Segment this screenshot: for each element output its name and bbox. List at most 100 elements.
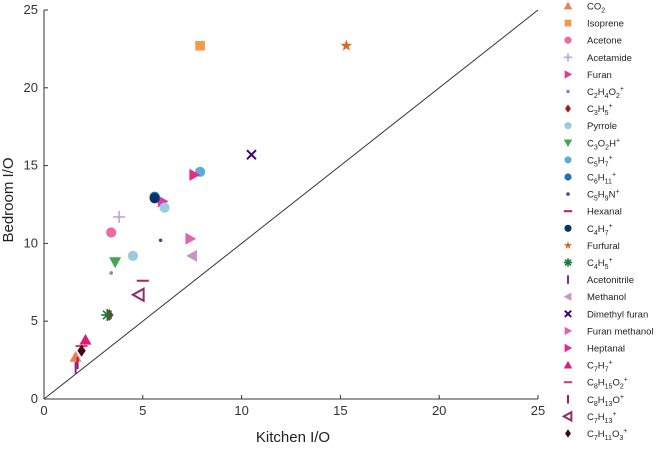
legend-label: C3O2H+ — [587, 137, 620, 151]
legend-marker — [564, 156, 572, 164]
legend-item: CO2 — [563, 1, 605, 15]
data-point — [195, 40, 205, 51]
legend-marker — [563, 1, 573, 10]
legend-label: Methanol — [587, 292, 626, 303]
legend-marker — [564, 70, 573, 79]
legend-marker — [563, 53, 573, 62]
legend-item: C3H5+ — [565, 103, 613, 117]
legend-marker — [566, 89, 570, 94]
legend-item: Acetone — [564, 36, 622, 47]
legend-label: Furfural — [587, 241, 620, 252]
legend-label: C7H13+ — [587, 411, 617, 425]
legend-item: C5H7+ — [564, 154, 613, 168]
data-point — [340, 39, 353, 51]
legend-item: Heptanal — [564, 343, 625, 355]
x-tick-label: 20 — [432, 403, 446, 418]
data-point — [79, 333, 92, 345]
legend-label: Acetamide — [587, 53, 632, 64]
data-point — [106, 227, 117, 238]
legend-label: C8H13O+ — [587, 394, 624, 408]
data-point — [186, 249, 197, 262]
legend-marker — [564, 241, 572, 249]
legend-item: Furan methanol — [564, 326, 654, 337]
legend-item: C3O2H+ — [563, 137, 620, 151]
legend-label: Acetonitrile — [587, 275, 634, 286]
data-point — [189, 168, 201, 181]
x-tick-label: 15 — [333, 403, 347, 418]
y-tick-label: 15 — [24, 158, 38, 173]
x-tick-label: 25 — [531, 403, 545, 418]
data-point — [113, 210, 126, 223]
legend-label: Isoprene — [587, 19, 624, 30]
data-point — [127, 250, 139, 261]
legend-item: Furan — [564, 70, 612, 81]
y-tick-label: 20 — [24, 80, 38, 95]
plot-area — [43, 9, 539, 400]
data-point — [130, 287, 145, 303]
legend-marker — [565, 104, 571, 113]
data-point — [246, 149, 257, 160]
data-point — [158, 238, 163, 243]
legend-marker — [563, 360, 573, 369]
legend-marker — [564, 122, 572, 130]
legend-item: Methanol — [563, 292, 626, 303]
legend-marker — [564, 309, 572, 318]
legend-label: C2H4O2+ — [587, 86, 624, 100]
legend-label: C7H7+ — [587, 360, 613, 374]
legend-label: Dimethyl furan — [587, 309, 648, 320]
legend-label: C4H5+ — [587, 257, 613, 271]
legend-item: Isoprene — [564, 19, 624, 30]
legend-label: Acetone — [587, 36, 622, 47]
legend-marker — [563, 292, 572, 301]
legend-item: Acetonitrile — [567, 275, 634, 286]
legend-marker — [566, 192, 570, 196]
reference-line-y-equals-x — [43, 9, 539, 400]
x-axis-label: Kitchen I/O — [256, 429, 330, 446]
axes: 0 5 10 15 20 25 0 5 10 15 20 25 — [24, 2, 546, 418]
legend-label: Heptanal — [587, 344, 625, 355]
legend-item: C5H9N+ — [566, 189, 620, 203]
legend-item: C2H4O2+ — [566, 86, 624, 100]
data-point — [69, 350, 82, 362]
legend-label: C4H7+ — [587, 223, 613, 237]
legend-label: C5H7+ — [587, 154, 613, 168]
y-tick-label: 0 — [31, 391, 38, 406]
legend-label: Hexanal — [587, 207, 622, 218]
legend-item: C6H11+ — [564, 172, 616, 186]
y-tick-label: 10 — [24, 235, 38, 250]
data-point — [109, 271, 113, 275]
legend-marker — [564, 19, 572, 27]
legend-marker — [563, 139, 573, 147]
y-tick-label: 5 — [31, 313, 38, 328]
legend-label: Pyrrole — [587, 121, 617, 132]
legend-item: C7H11O3+ — [565, 428, 627, 442]
legend-marker — [564, 173, 572, 181]
y-axis-label: Bedroom I/O — [0, 157, 17, 242]
legend-label: CO2 — [587, 2, 605, 15]
legend-marker — [563, 258, 573, 267]
legend-item: C8H13O+ — [567, 394, 624, 408]
legend-item: C7H13+ — [561, 410, 617, 425]
legend-item: C8H15O2+ — [563, 377, 628, 391]
data-point — [101, 308, 114, 321]
x-tick-label: 0 — [40, 403, 47, 418]
data-point — [149, 193, 160, 204]
legend-marker — [564, 326, 573, 336]
y-tick-label: 25 — [24, 2, 38, 17]
data-point — [185, 232, 197, 245]
data-point — [159, 202, 170, 213]
legend-marker — [561, 410, 573, 423]
legend-item: Acetamide — [563, 53, 632, 64]
data-point — [157, 195, 169, 208]
legend-label: Furan methanol — [587, 326, 654, 337]
legend-marker — [565, 429, 571, 438]
data-points — [69, 39, 353, 374]
data-point — [109, 257, 122, 269]
legend-item: Dimethyl furan — [564, 309, 648, 320]
x-tick-label: 10 — [234, 403, 248, 418]
legend-label: C6H11+ — [587, 172, 616, 186]
legend-marker — [564, 343, 573, 353]
legend-marker — [564, 224, 572, 232]
legend-item: Hexanal — [563, 207, 622, 218]
